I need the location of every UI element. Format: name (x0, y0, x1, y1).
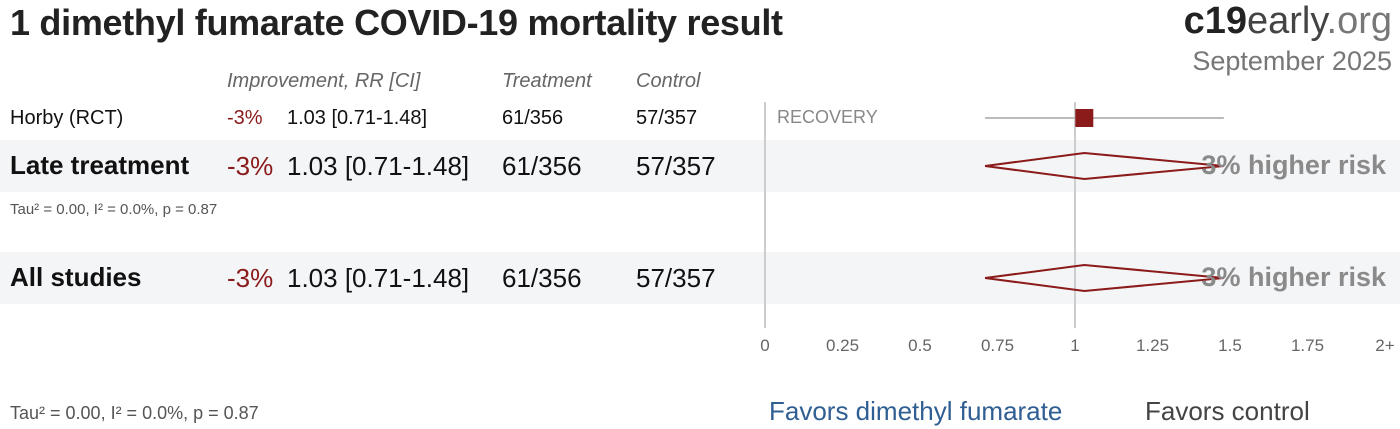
x-tick-label: 1 (1070, 336, 1080, 355)
late-treatment-name: Late treatment (10, 150, 190, 180)
late-treatment-stats: Tau² = 0.00, I² = 0.0%, p = 0.87 (10, 201, 218, 218)
late-treatment-treatment: 61/356 (502, 151, 582, 181)
late-treatment-risk: 3% higher risk (1201, 150, 1386, 180)
pooled-diamond (984, 263, 1224, 293)
x-tick-label: 0.5 (908, 336, 932, 355)
brand-logo[interactable]: c19early.org (1184, 0, 1392, 43)
column-header-treatment: Treatment (502, 70, 592, 92)
all-studies-treatment: 61/356 (502, 263, 582, 293)
row-band-late-treatment (0, 140, 1400, 192)
study-rr: 1.03 [0.71-1.48] (287, 107, 428, 129)
footer-stats: Tau² = 0.00, I² = 0.0%, p = 0.87 (10, 403, 259, 423)
late-treatment-control: 57/357 (636, 151, 716, 181)
row-band-all-studies (0, 252, 1400, 304)
study-treatment: 61/356 (502, 107, 564, 129)
all-studies-improvement: -3% (227, 263, 274, 293)
x-tick-label: 1.75 (1290, 336, 1325, 355)
study-control: 57/357 (636, 107, 698, 129)
pooled-diamond (984, 151, 1224, 181)
x-tick-label: 0 (760, 336, 770, 355)
favors-treatment-label: Favors dimethyl fumarate (769, 396, 1063, 426)
study-label: RECOVERY (777, 107, 878, 127)
study-estimate-marker (1075, 109, 1094, 127)
all-studies-rr: 1.03 [0.71-1.48] (287, 263, 470, 293)
x-tick-label: 2+ (1375, 336, 1395, 355)
x-tick-label: 1.5 (1218, 336, 1242, 355)
favors-control-label: Favors control (1145, 396, 1310, 426)
x-tick-label: 0.25 (825, 336, 860, 355)
page-title: 1 dimethyl fumarate COVID-19 mortality r… (10, 2, 783, 43)
brand-mid: early (1246, 0, 1327, 42)
report-date: September 2025 (1192, 46, 1392, 76)
study-name[interactable]: Horby (RCT) (10, 107, 124, 129)
brand-tail: .org (1326, 0, 1392, 42)
column-header-control: Control (636, 70, 701, 92)
x-tick-label: 0.75 (980, 336, 1015, 355)
x-tick-label: 1.25 (1135, 336, 1170, 355)
all-studies-risk: 3% higher risk (1201, 262, 1386, 292)
study-improvement: -3% (227, 107, 263, 129)
late-treatment-rr: 1.03 [0.71-1.48] (287, 151, 470, 181)
all-studies-control: 57/357 (636, 263, 716, 293)
column-header-improvement: Improvement, RR [CI] (227, 70, 421, 92)
late-treatment-improvement: -3% (227, 151, 274, 181)
all-studies-name: All studies (10, 262, 142, 292)
brand-bold: c19 (1183, 0, 1247, 42)
